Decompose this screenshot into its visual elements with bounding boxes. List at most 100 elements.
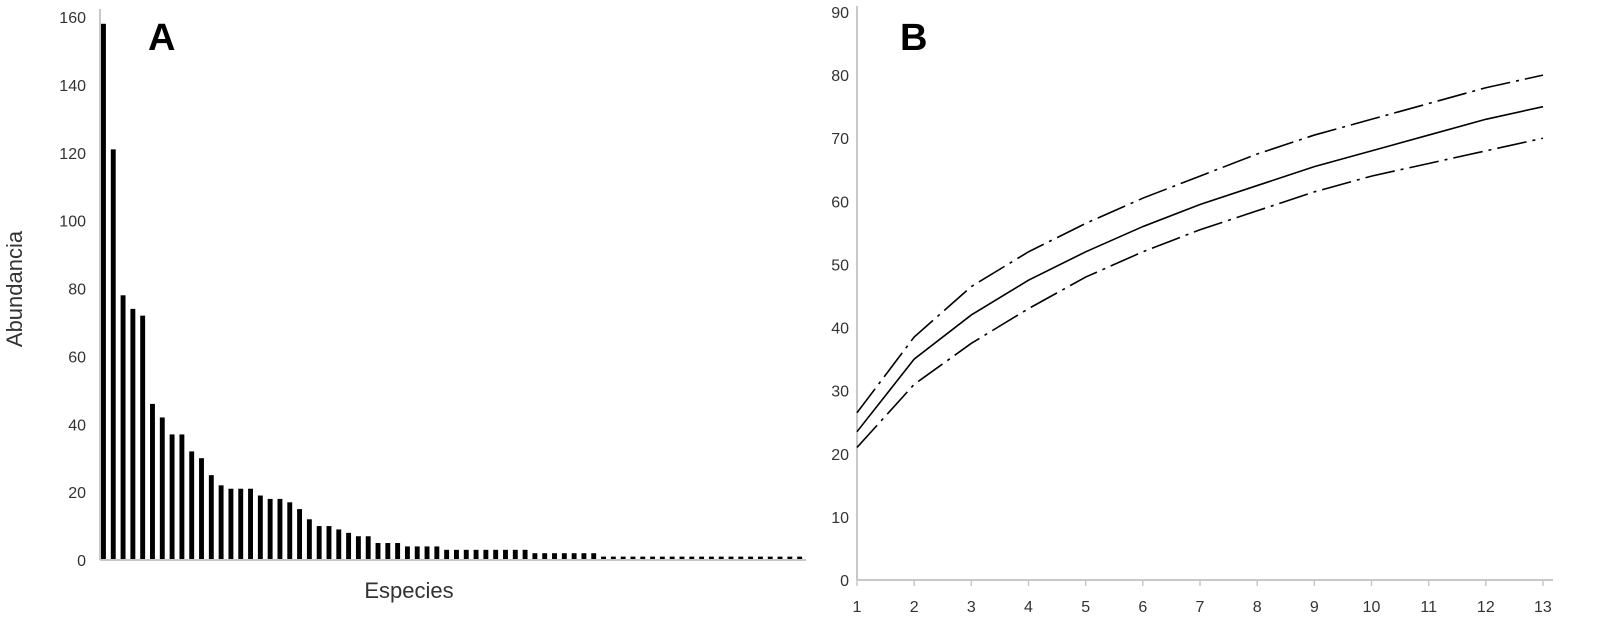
panel-a-bar bbox=[277, 498, 283, 560]
panel-a-bar bbox=[669, 556, 675, 560]
panel-a-bar bbox=[581, 553, 587, 560]
panel-a-bar bbox=[238, 488, 244, 560]
panel-a-bar bbox=[610, 556, 616, 560]
panel-b-xtick-label: 2 bbox=[910, 599, 919, 616]
panel-a-bar bbox=[267, 498, 273, 560]
panel-b-ytick-label: 30 bbox=[831, 384, 849, 401]
panel-a-bar bbox=[385, 543, 391, 560]
panel-a-bar bbox=[444, 549, 450, 560]
panel-a-bar bbox=[306, 519, 312, 560]
panel-a-bar bbox=[218, 485, 224, 560]
panel-b-xtick-label: 3 bbox=[967, 599, 976, 616]
panel-a-ytick-label: 120 bbox=[59, 146, 86, 163]
panel-a-bar bbox=[522, 549, 528, 560]
panel-a-bar bbox=[659, 556, 665, 560]
panel-a-ytick-label: 0 bbox=[77, 553, 86, 570]
panel-a-bar bbox=[179, 434, 185, 560]
panel-a-ytick-label: 80 bbox=[68, 282, 86, 299]
panel-a: A Especies Abundancia 0 20 40 60 80 100 120 140… bbox=[2, 9, 806, 603]
panel-a-bar bbox=[287, 502, 293, 560]
panel-a-bar bbox=[208, 475, 214, 560]
panel-a-bar bbox=[454, 549, 459, 560]
panel-a-bar bbox=[728, 556, 734, 560]
panel-a-bar bbox=[650, 556, 656, 560]
panel-a-bar bbox=[512, 549, 518, 560]
panel-a-bar bbox=[591, 553, 597, 560]
panel-a-bar bbox=[424, 546, 430, 560]
panel-a-bar bbox=[787, 556, 793, 560]
panel-a-bar bbox=[640, 556, 646, 560]
panel-a-bar bbox=[257, 495, 263, 560]
panel-a-bar bbox=[110, 149, 116, 560]
panel-a-bar bbox=[689, 556, 695, 560]
panel-label-b: B bbox=[900, 17, 927, 59]
panel-a-ytick-label: 60 bbox=[68, 349, 86, 366]
panel-a-bar bbox=[493, 549, 499, 560]
panel-a-ylabel: Abundancia bbox=[2, 230, 27, 347]
panel-a-bar bbox=[159, 417, 165, 560]
panel-a-bar bbox=[101, 23, 106, 561]
panel-a-bar bbox=[355, 536, 361, 560]
panel-a-bar bbox=[777, 556, 783, 560]
panel-a-bar bbox=[228, 488, 234, 560]
panel-a-bar bbox=[297, 509, 303, 560]
panel-a-ytick-label: 100 bbox=[59, 214, 86, 231]
panel-b-ytick-label: 50 bbox=[831, 257, 849, 274]
panel-b-xtick-label: 5 bbox=[1081, 599, 1090, 616]
panel-a-bar bbox=[708, 556, 714, 560]
panel-a-bar bbox=[375, 543, 381, 560]
panel-b-ytick-label: 60 bbox=[831, 194, 849, 211]
panel-b-xtick-label: 11 bbox=[1420, 599, 1437, 616]
panel-a-bar bbox=[601, 556, 606, 560]
panel-a-bar bbox=[189, 451, 195, 560]
panel-a-bar bbox=[463, 549, 469, 560]
panel-a-bar bbox=[248, 488, 253, 560]
panel-a-ytick-label: 140 bbox=[59, 78, 86, 95]
panel-b-ytick-label: 10 bbox=[831, 510, 849, 527]
panel-a-bar bbox=[434, 546, 440, 560]
panel-b-xtick-label: 10 bbox=[1363, 599, 1381, 616]
panel-b-series-line bbox=[856, 105, 1544, 433]
panel-a-bar bbox=[199, 458, 204, 560]
panel-a-bar bbox=[395, 543, 401, 560]
panel-b-xtick-label: 8 bbox=[1253, 599, 1262, 616]
panel-a-bar bbox=[630, 556, 636, 560]
panel-a-bar bbox=[748, 556, 754, 560]
panel-a-bar bbox=[552, 553, 557, 560]
panel-a-bar bbox=[679, 556, 685, 560]
panel-a-bar bbox=[620, 556, 626, 560]
panel-b-ytick-label: 0 bbox=[840, 573, 849, 590]
panel-a-bar bbox=[767, 556, 773, 560]
panel-a-bar bbox=[130, 308, 136, 560]
panel-b-xtick-label: 4 bbox=[1024, 599, 1033, 616]
panel-a-bar bbox=[561, 553, 567, 560]
panel-a-bar bbox=[326, 526, 332, 560]
panel-b-ytick-label: 90 bbox=[831, 5, 849, 22]
panel-a-bar bbox=[718, 556, 724, 560]
panel-b-xtick-label: 1 bbox=[853, 599, 862, 616]
panel-b-bound-line bbox=[856, 137, 1544, 449]
panel-b-ytick-label: 80 bbox=[831, 68, 849, 85]
panel-a-bar bbox=[571, 553, 577, 560]
panel-a-bar bbox=[120, 295, 126, 560]
panel-a-bar bbox=[503, 549, 508, 560]
panel-b-xtick-label: 6 bbox=[1138, 599, 1147, 616]
panel-a-bar bbox=[532, 553, 538, 560]
panel-a-ytick-label: 160 bbox=[59, 10, 86, 27]
panel-b-ytick-label: 20 bbox=[831, 447, 849, 464]
panel-a-bar bbox=[414, 546, 420, 560]
panel-a-bar bbox=[473, 549, 479, 560]
panel-b-xtick-label: 13 bbox=[1534, 599, 1552, 616]
panel-b-xtick-label: 7 bbox=[1196, 599, 1205, 616]
panel-a-bar bbox=[140, 315, 146, 560]
panel-a-bar bbox=[365, 536, 371, 560]
panel-a-bar bbox=[316, 526, 322, 560]
panel-a-bar bbox=[404, 546, 410, 560]
panel-b-xtick-label: 9 bbox=[1310, 599, 1319, 616]
panel-a-bar bbox=[542, 553, 548, 560]
panel-a-bar bbox=[336, 529, 342, 560]
panel-a-bar bbox=[346, 532, 352, 560]
